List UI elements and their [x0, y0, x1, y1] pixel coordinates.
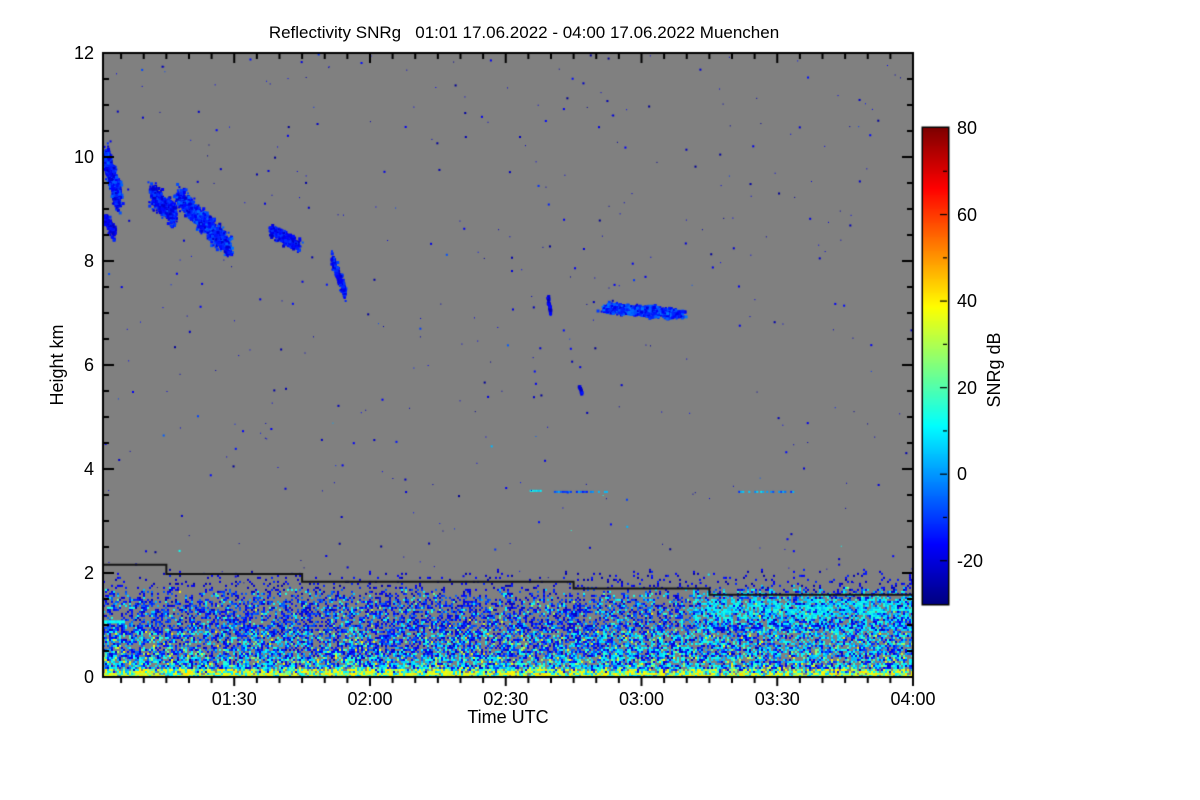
y-tick-label-2: 2	[83, 563, 94, 583]
x-tick-label-04:00: 04:00	[890, 689, 936, 709]
colorbar-tick-label-60: 60	[957, 204, 978, 225]
colorbar-tick-label-20: 20	[957, 377, 978, 398]
colorbar-title: SNRg dB	[984, 332, 1004, 408]
x-tick-label-03:00: 03:00	[618, 689, 665, 709]
x-tick-label-02:00: 02:00	[347, 689, 393, 709]
colorbar-tick-label-40: 40	[957, 291, 978, 312]
x-tick-label-01:30: 01:30	[211, 689, 257, 709]
y-tick-label-6: 6	[83, 355, 94, 375]
y-tick-label-4: 4	[83, 459, 94, 479]
y-tick-label-0: 0	[83, 667, 94, 687]
y-axis-title: Height km	[47, 324, 67, 406]
y-tick-label-12: 12	[73, 43, 94, 63]
chart-title: Reflectivity SNRg 01:01 17.06.2022 - 04:…	[268, 23, 780, 42]
colorbar-tick-label-80: 80	[957, 118, 978, 138]
y-tick-label-8: 8	[83, 251, 94, 271]
colorbar-tick-label--20: -20	[957, 550, 984, 571]
x-tick-label-03:30: 03:30	[754, 689, 800, 709]
colorbar-tick-label-0: 0	[957, 464, 968, 485]
x-tick-label-02:30: 02:30	[483, 689, 529, 709]
x-axis-title: Time UTC	[467, 707, 549, 727]
y-tick-label-10: 10	[73, 147, 94, 167]
